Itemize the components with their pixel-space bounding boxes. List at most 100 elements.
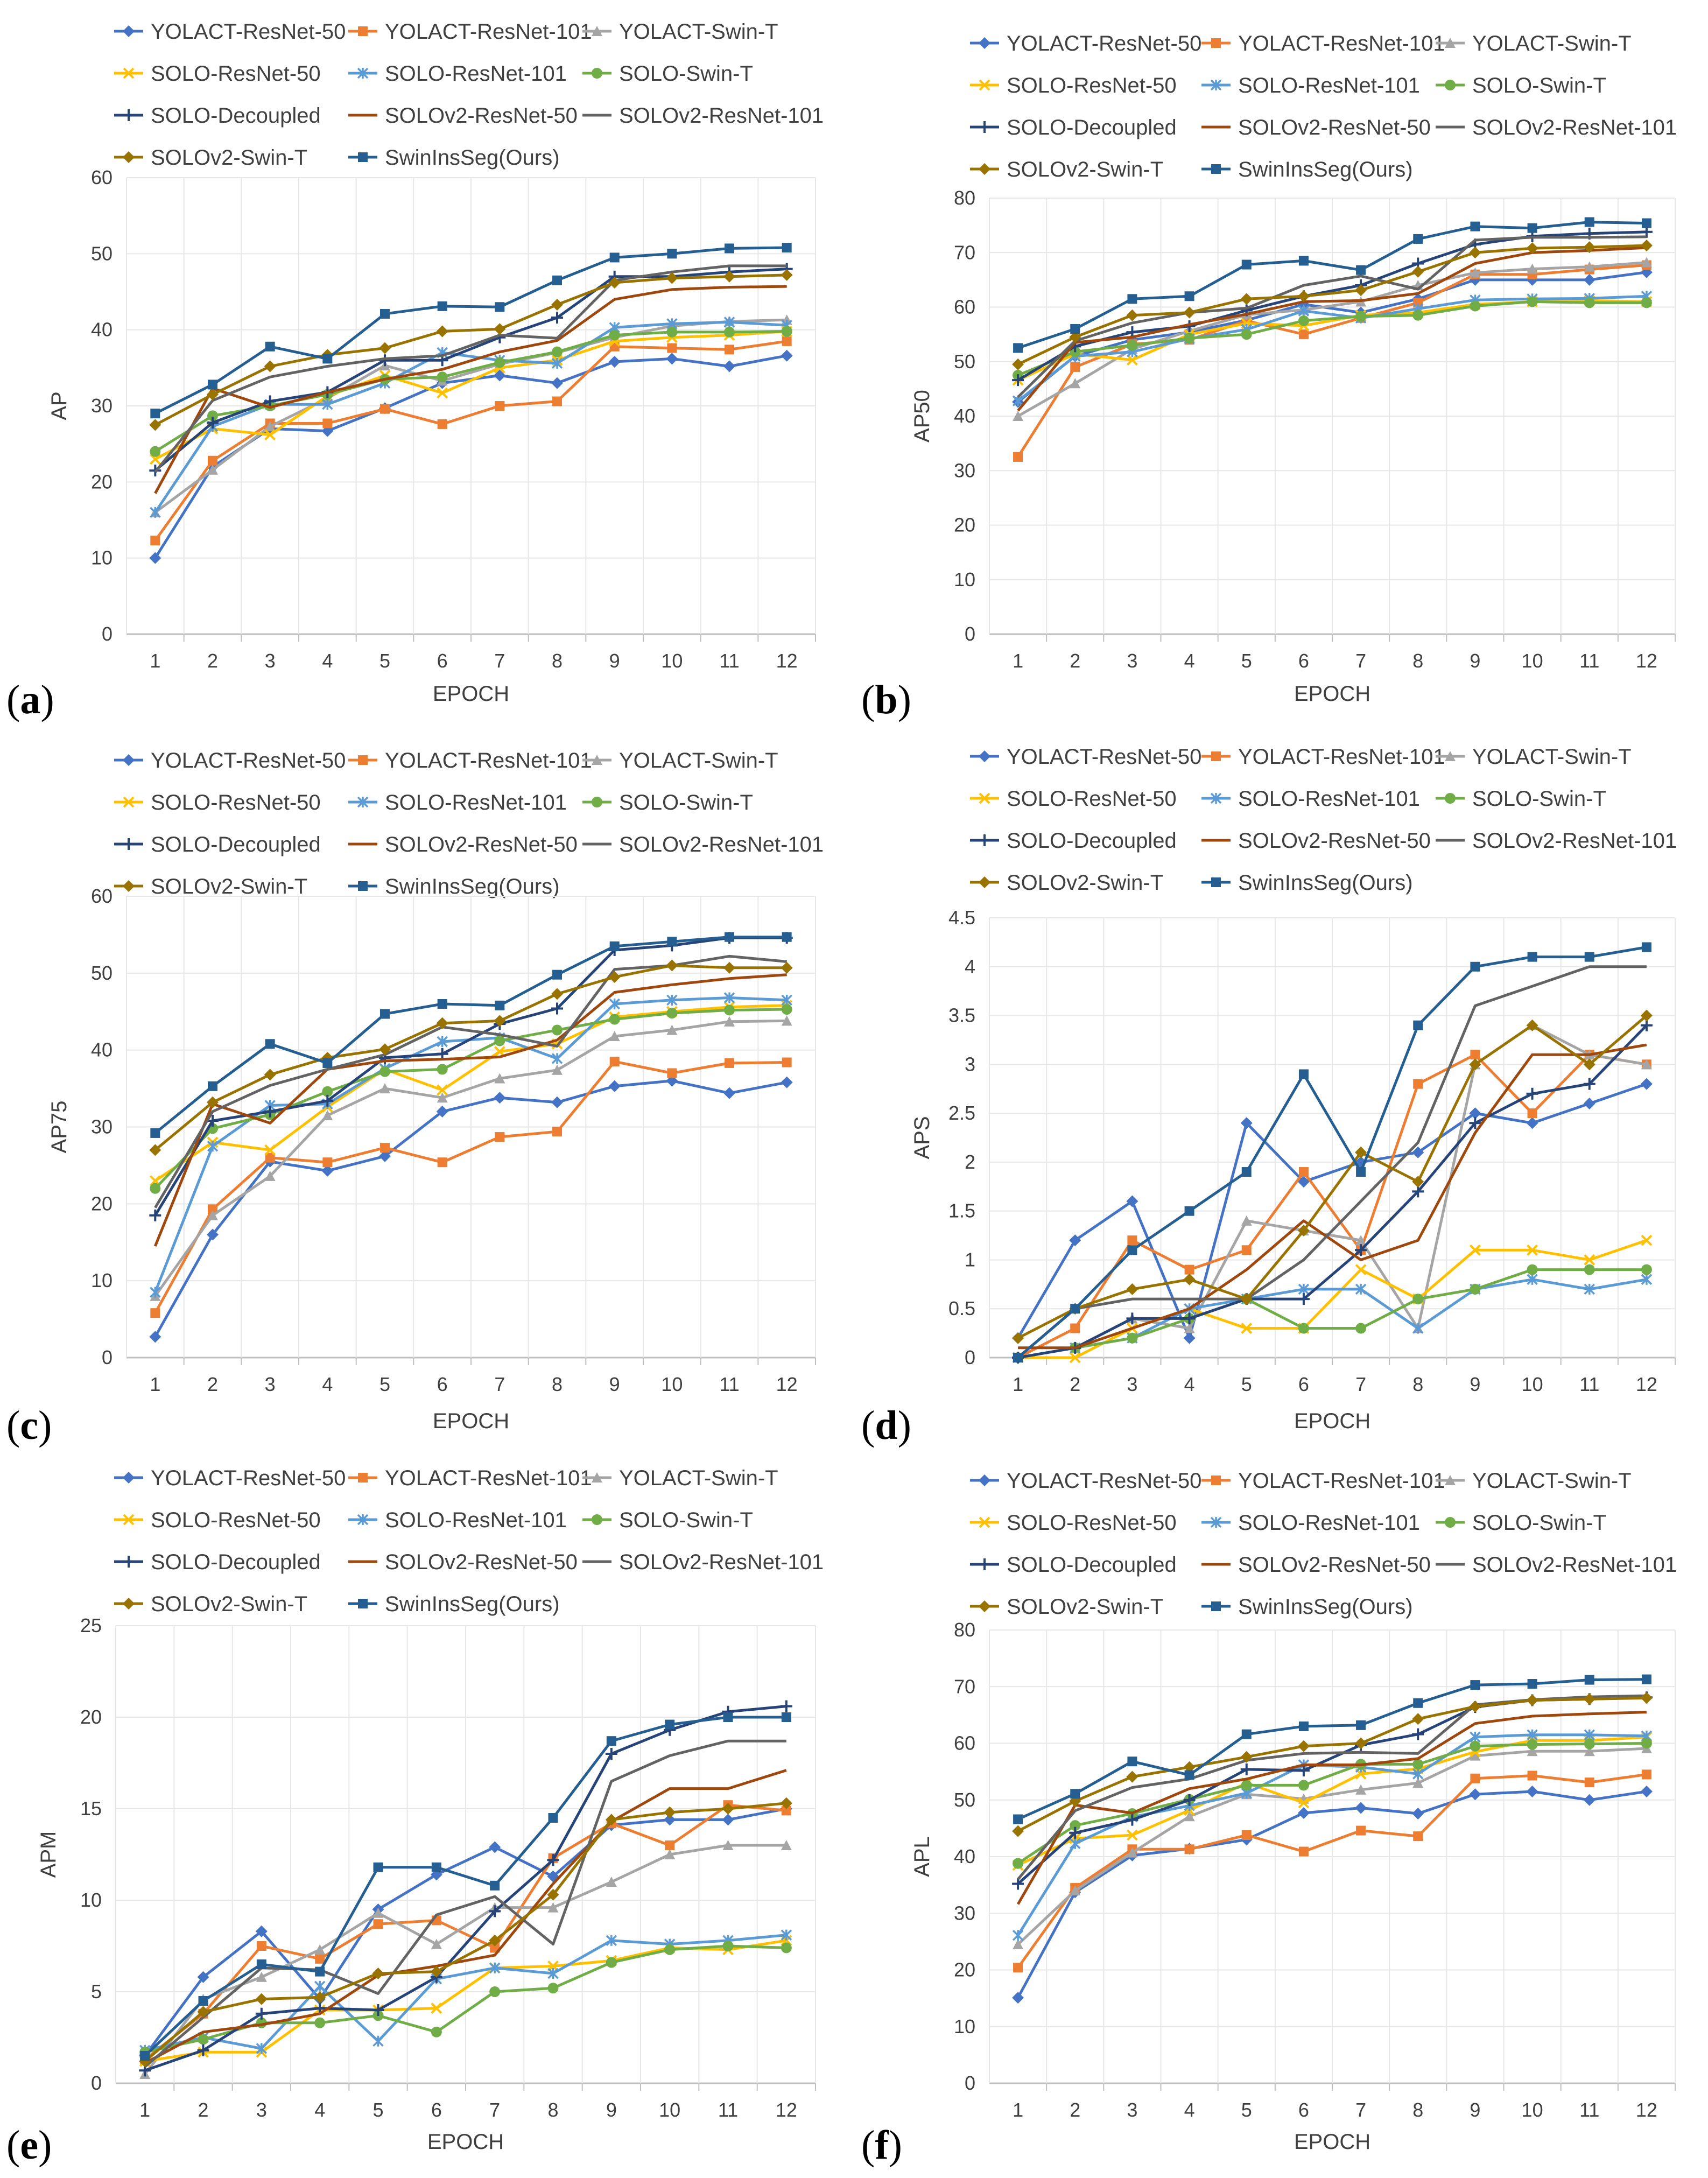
legend-label: SOLO-ResNet-50 bbox=[151, 791, 321, 814]
data-point bbox=[1641, 1234, 1653, 1246]
series-line bbox=[154, 330, 787, 453]
data-point bbox=[437, 1092, 448, 1103]
y-tick-label: 0 bbox=[102, 1346, 113, 1368]
legend-marker bbox=[357, 1514, 369, 1526]
series-line bbox=[1017, 294, 1647, 402]
x-tick-label: 9 bbox=[609, 1373, 620, 1395]
data-point bbox=[1355, 1264, 1367, 1276]
y-tick-label: 60 bbox=[954, 296, 975, 318]
data-point bbox=[1126, 1195, 1138, 1207]
data-point bbox=[494, 369, 506, 382]
data-point bbox=[437, 371, 448, 383]
legend-marker bbox=[1445, 1517, 1456, 1528]
data-point bbox=[1241, 1830, 1252, 1840]
data-point bbox=[1183, 1312, 1196, 1325]
data-point bbox=[1527, 1244, 1538, 1256]
data-point bbox=[1469, 247, 1481, 259]
legend-label: SOLO-Swin-T bbox=[619, 791, 753, 814]
series-line bbox=[1017, 965, 1647, 1359]
series-line bbox=[154, 954, 787, 1209]
x-tick-label: 6 bbox=[1298, 650, 1309, 672]
data-point bbox=[264, 395, 276, 408]
data-point bbox=[1298, 1780, 1309, 1791]
data-point bbox=[1470, 221, 1480, 231]
data-point bbox=[255, 2007, 268, 2020]
y-tick-label: 20 bbox=[954, 514, 975, 536]
legend-label: SOLOv2-ResNet-101 bbox=[1472, 1553, 1677, 1577]
series-line bbox=[154, 936, 787, 1134]
series-yolact-resnet-50 bbox=[1012, 1078, 1653, 1344]
legend-marker bbox=[1211, 877, 1221, 887]
legend-marker bbox=[123, 796, 135, 808]
data-point bbox=[1184, 1206, 1194, 1216]
data-point bbox=[1527, 223, 1537, 233]
legend-label: YOLACT-ResNet-101 bbox=[1238, 745, 1445, 769]
data-point bbox=[1641, 1738, 1652, 1749]
data-point bbox=[489, 1934, 501, 1947]
data-point bbox=[1527, 1746, 1538, 1757]
legend-item-yolact-swin-t: YOLACT-Swin-T bbox=[1436, 745, 1632, 769]
data-point bbox=[208, 1081, 217, 1091]
data-point bbox=[1126, 1770, 1138, 1783]
data-point bbox=[781, 1712, 791, 1722]
legend-marker bbox=[592, 68, 602, 79]
data-point bbox=[1526, 242, 1538, 255]
data-point bbox=[723, 992, 735, 1003]
data-point bbox=[782, 336, 792, 346]
data-point bbox=[782, 243, 792, 253]
y-tick-label: 4 bbox=[965, 955, 975, 978]
series-line bbox=[154, 273, 787, 426]
data-point bbox=[781, 1942, 792, 1954]
data-point bbox=[1126, 309, 1138, 321]
data-point bbox=[1184, 1323, 1195, 1333]
series-line bbox=[154, 964, 787, 1151]
data-point bbox=[150, 1308, 160, 1318]
data-point bbox=[666, 353, 678, 365]
series-line bbox=[154, 1019, 787, 1297]
data-point bbox=[1241, 1729, 1252, 1739]
legend-item-swininsseg-ours: SwinInsSeg(Ours) bbox=[348, 146, 560, 170]
data-point bbox=[1641, 218, 1651, 228]
data-point bbox=[548, 1813, 558, 1823]
series-line bbox=[144, 1803, 787, 2061]
data-point bbox=[1640, 1692, 1653, 1704]
legend-item-solov2-swin-t: SOLOv2-Swin-T bbox=[114, 146, 307, 170]
x-tick-label: 9 bbox=[1470, 650, 1480, 672]
data-point bbox=[1641, 1059, 1652, 1070]
data-point bbox=[609, 329, 620, 341]
x-tick-label: 4 bbox=[1184, 650, 1195, 672]
data-point bbox=[1070, 1820, 1081, 1831]
data-point bbox=[609, 1014, 620, 1025]
legend: YOLACT-ResNet-50 YOLACT-ResNet-101 YOLACT-… bbox=[970, 1469, 1677, 1619]
data-point bbox=[781, 1840, 792, 1850]
series-solov2-swin-t bbox=[139, 1797, 792, 2068]
legend-item-solo-resnet-50: SOLO-ResNet-50 bbox=[970, 74, 1177, 97]
legend-item-yolact-swin-t: YOLACT-Swin-T bbox=[582, 20, 778, 44]
data-point bbox=[1127, 1245, 1137, 1255]
data-point bbox=[666, 1024, 678, 1035]
series-line bbox=[153, 973, 787, 1247]
y-axis-title: AP50 bbox=[910, 390, 934, 442]
data-point bbox=[552, 1024, 563, 1036]
data-point bbox=[494, 357, 505, 368]
x-tick-label: 1 bbox=[150, 650, 160, 672]
data-point bbox=[552, 969, 562, 980]
data-point bbox=[1355, 1235, 1367, 1246]
y-tick-label: 2 bbox=[965, 1151, 975, 1173]
data-point bbox=[1355, 284, 1367, 297]
data-point bbox=[1240, 1763, 1253, 1775]
x-tick-label: 3 bbox=[265, 650, 276, 672]
legend: YOLACT-ResNet-50 YOLACT-ResNet-101 YOLACT-… bbox=[114, 749, 824, 898]
x-axis-title: EPOCH bbox=[433, 682, 509, 706]
data-point bbox=[494, 1073, 505, 1084]
data-point bbox=[314, 1944, 326, 1955]
legend-label: YOLACT-Swin-T bbox=[1472, 745, 1632, 769]
x-tick-label: 10 bbox=[1522, 650, 1543, 672]
x-tick-label: 1 bbox=[139, 2099, 150, 2121]
data-point bbox=[264, 429, 276, 441]
data-point bbox=[1469, 1701, 1481, 1713]
legend-item-yolact-resnet-50: YOLACT-ResNet-50 bbox=[114, 749, 346, 772]
data-point bbox=[781, 349, 793, 362]
data-point bbox=[494, 1015, 506, 1027]
x-tick-label: 11 bbox=[1579, 650, 1599, 672]
